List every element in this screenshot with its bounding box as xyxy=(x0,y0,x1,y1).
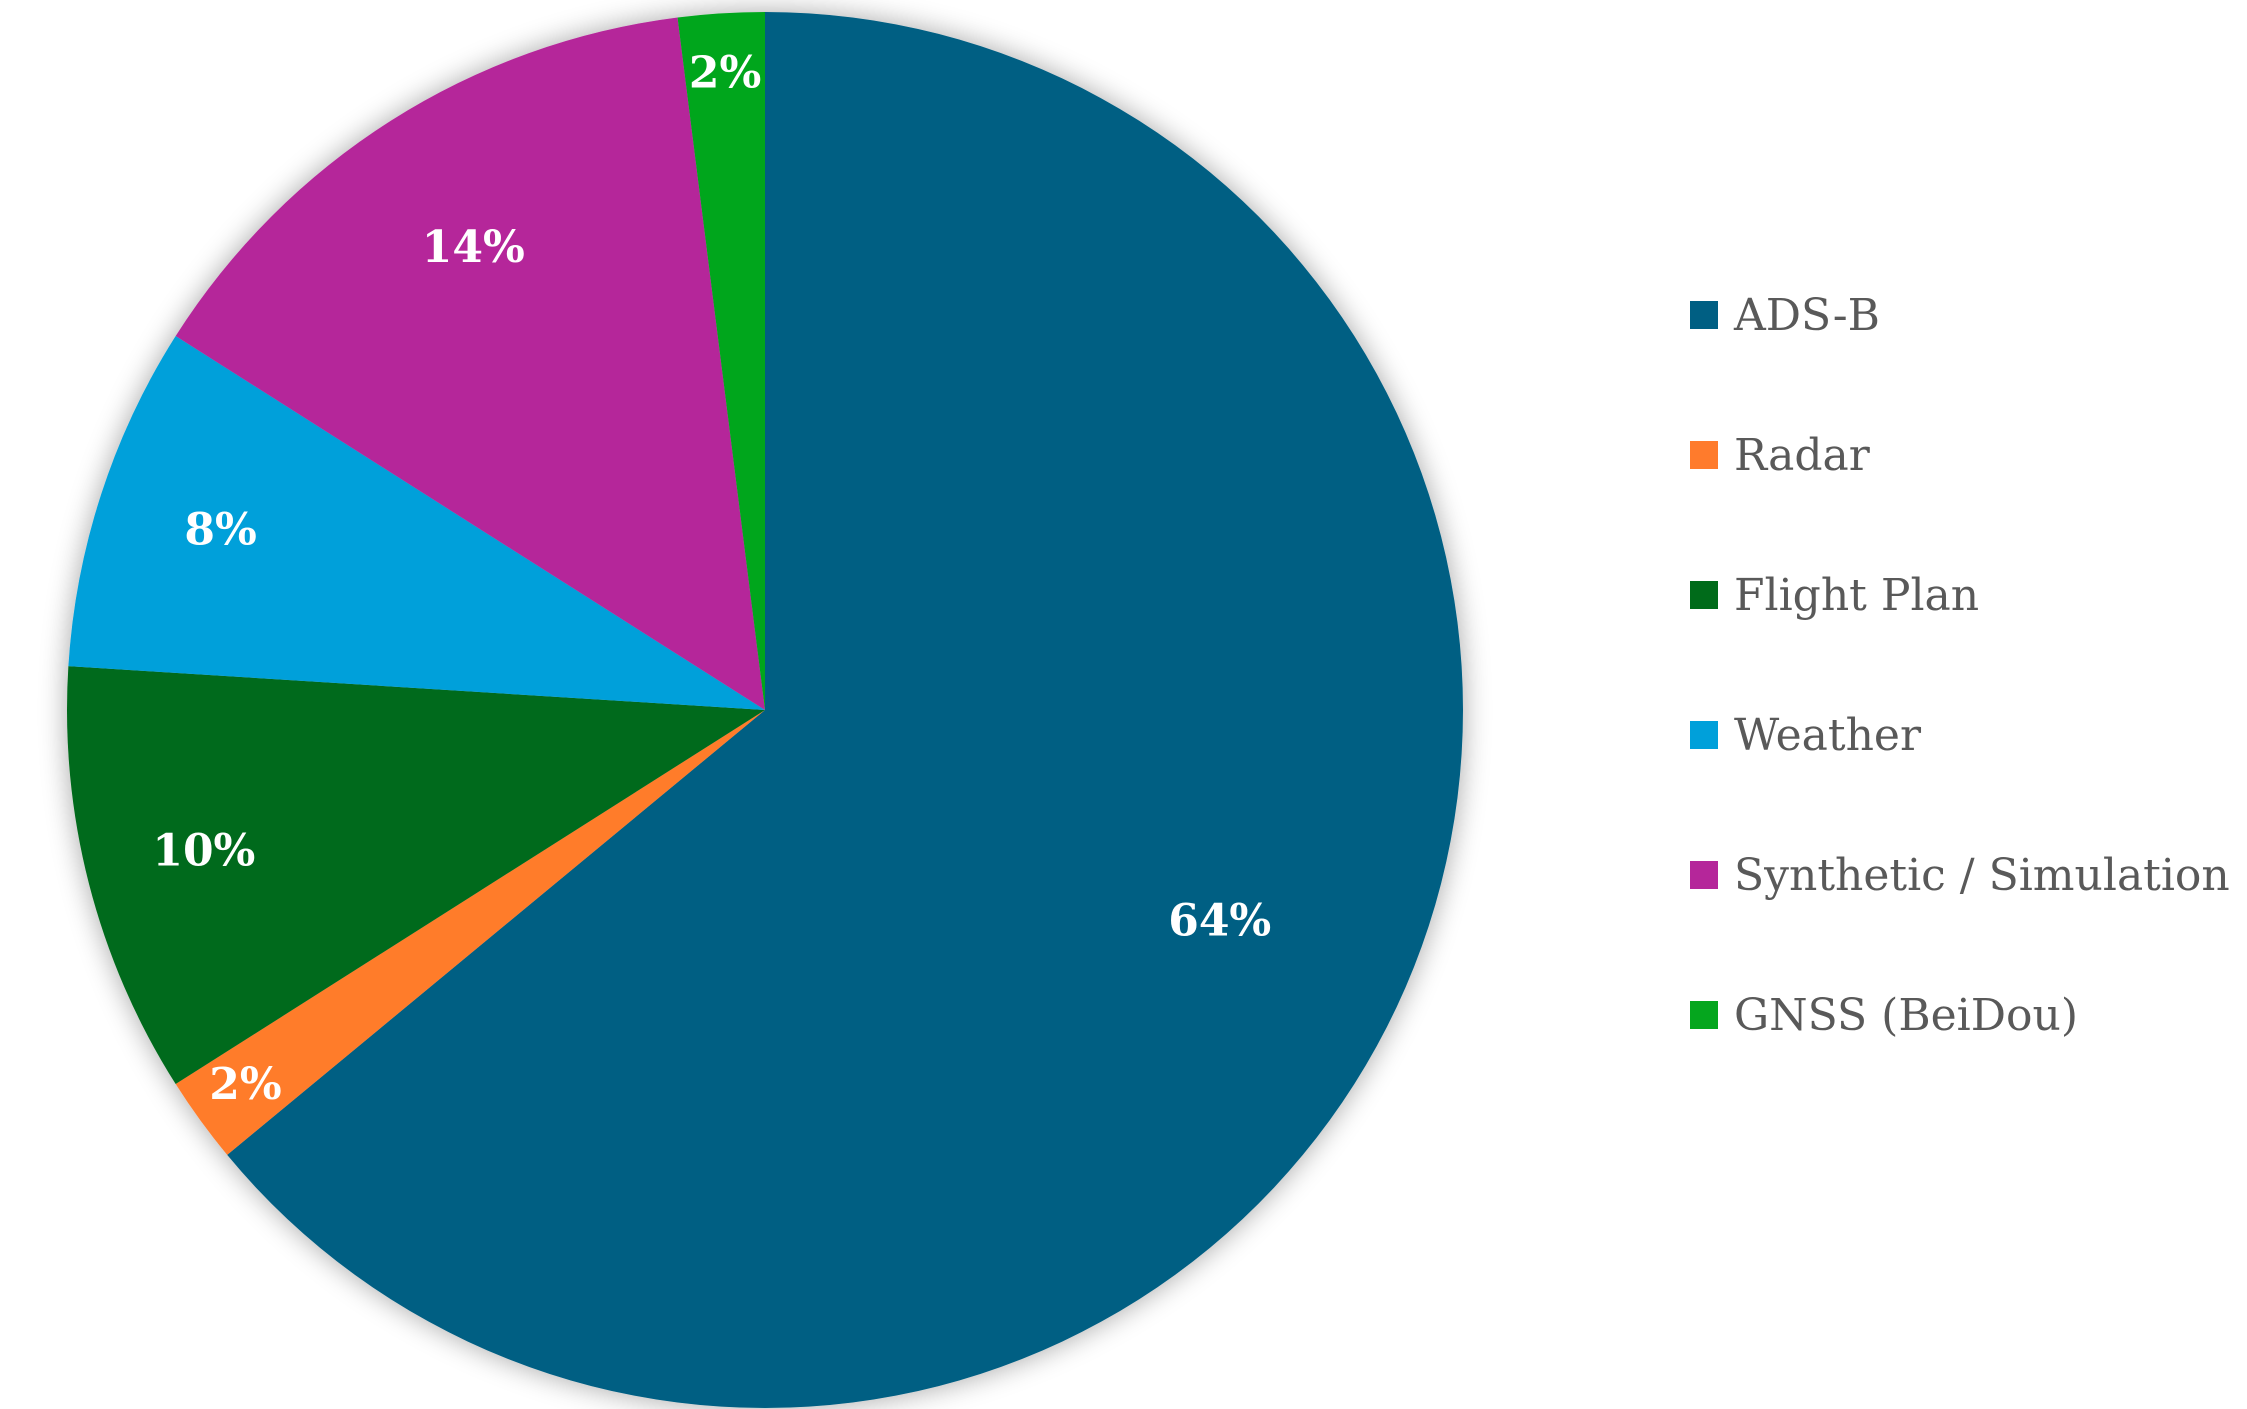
pie-slice-radar xyxy=(175,710,765,1155)
legend-label: Weather xyxy=(1734,709,1921,761)
legend-label: Synthetic / Simulation xyxy=(1734,849,2230,901)
legend-item: Radar xyxy=(1690,385,2230,525)
pie-slice-gnss-beidou xyxy=(677,12,765,710)
chart-legend: ADS-B Radar Flight Plan Weather Synthetic / … xyxy=(1690,245,2230,1085)
pie-value-label: 14% xyxy=(422,222,525,273)
legend-item: Weather xyxy=(1690,665,2230,805)
legend-swatch xyxy=(1690,721,1718,749)
pie-value-label: 64% xyxy=(1168,895,1271,946)
legend-swatch xyxy=(1690,301,1718,329)
legend-swatch xyxy=(1690,581,1718,609)
legend-swatch xyxy=(1690,1001,1718,1029)
legend-label: Radar xyxy=(1734,429,1870,481)
pie-slice-synthetic-simulation xyxy=(175,17,765,710)
pie-value-label: 2% xyxy=(209,1059,281,1110)
legend-label: ADS-B xyxy=(1734,289,1881,341)
legend-label: Flight Plan xyxy=(1734,569,1980,621)
legend-swatch xyxy=(1690,441,1718,469)
pie-value-label: 2% xyxy=(689,48,761,99)
legend-item: GNSS (BeiDou) xyxy=(1690,945,2230,1085)
pie-slice-flight-plan xyxy=(67,666,766,1085)
pie-value-label: 8% xyxy=(184,505,256,556)
pie-value-labels: 64% 2% 10% 8% 14% 2% xyxy=(152,48,1271,1110)
legend-swatch xyxy=(1690,861,1718,889)
pie-value-label: 10% xyxy=(152,826,255,877)
pie-slices xyxy=(67,12,1464,1408)
pie-slice-ads-b xyxy=(227,12,1464,1408)
legend-label: GNSS (BeiDou) xyxy=(1734,989,2079,1041)
pie-slice-weather xyxy=(68,335,766,710)
legend-item: ADS-B xyxy=(1690,245,2230,385)
legend-item: Synthetic / Simulation xyxy=(1690,805,2230,945)
legend-item: Flight Plan xyxy=(1690,525,2230,665)
